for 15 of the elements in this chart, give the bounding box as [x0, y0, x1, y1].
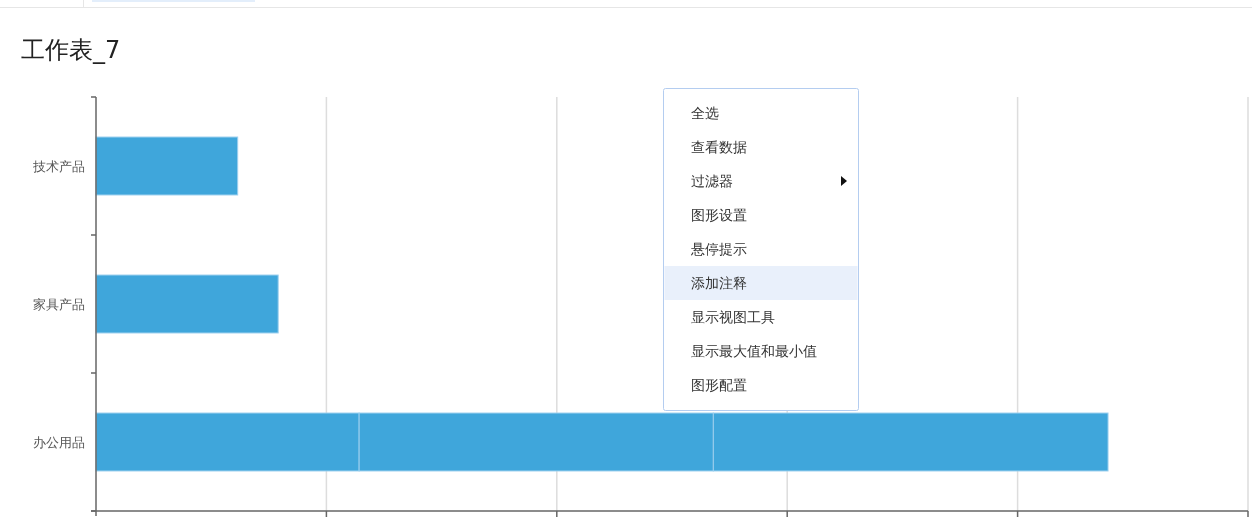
bar: [95, 136, 239, 196]
y-tick-label: 家具产品: [33, 296, 85, 312]
y-tick-label: 办公用品: [33, 434, 85, 450]
chart-title: 工作表_7: [21, 36, 121, 64]
annotation: 显示最大值和最小值: [691, 343, 817, 359]
annotation: 查看数据: [691, 139, 747, 155]
annotation: 添加注释: [691, 275, 747, 291]
annotation: 图形配置: [691, 377, 747, 393]
annotation: 显示视图工具: [691, 309, 775, 325]
y-tick-label: 技术产品: [32, 158, 85, 174]
annotation: 全选: [691, 105, 719, 121]
annotation: 图形设置: [691, 207, 747, 223]
bar: [95, 274, 279, 334]
annotation: 过滤器: [691, 173, 733, 189]
annotation: 悬停提示: [690, 241, 747, 257]
